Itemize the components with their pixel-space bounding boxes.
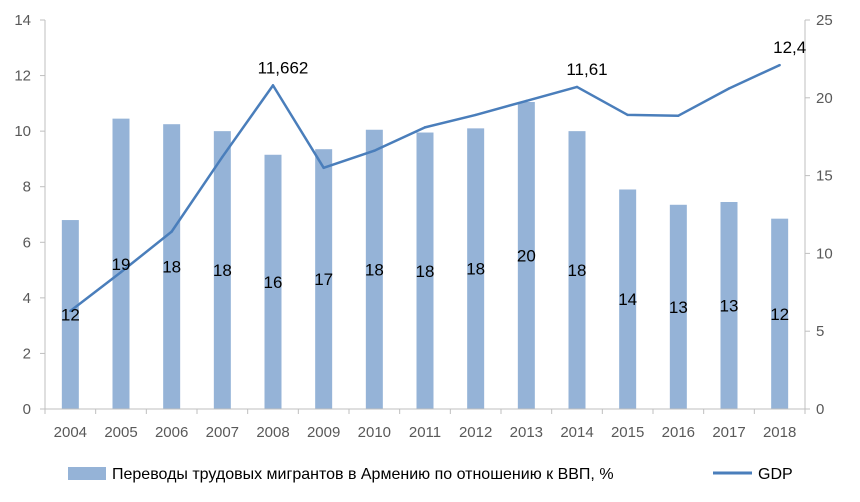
x-tick-label: 2004	[54, 424, 87, 441]
gdp-point	[727, 87, 731, 90]
bar	[112, 118, 130, 409]
data-labels-layer: 12 19 18 18 16 17 18 18 18 20 18 14 13 13 12 11,662 11,6…	[61, 38, 806, 324]
bar-data-label: 19	[112, 255, 131, 274]
x-tick-label: 2012	[459, 424, 492, 441]
legend: Переводы трудовых мигрантов в Армению по…	[68, 466, 793, 483]
bar-data-label: 17	[314, 270, 333, 289]
x-tick-label: 2014	[560, 424, 593, 441]
y-right-tick-label: 0	[816, 401, 824, 418]
y-left-tick-label: 2	[23, 345, 31, 362]
gdp-point	[575, 85, 579, 89]
y-left-tick-label: 8	[23, 179, 31, 196]
bar	[61, 220, 79, 409]
gdp-data-label: 11,662	[258, 58, 309, 77]
x-tick-label: 2018	[763, 424, 796, 441]
legend-bar-label: Переводы трудовых мигрантов в Армению по…	[112, 466, 614, 483]
bar-data-label: 20	[517, 246, 536, 265]
x-tick-label: 2016	[662, 424, 695, 441]
bar-data-label: 12	[61, 306, 80, 325]
x-tick-label: 2006	[155, 424, 188, 441]
y-right-tick-label: 15	[816, 168, 833, 185]
gdp-point	[525, 99, 528, 103]
bar-data-label: 13	[669, 298, 688, 317]
gdp-point	[474, 113, 477, 117]
bar	[720, 201, 738, 409]
bar-data-label: 16	[264, 273, 283, 292]
bar	[416, 132, 434, 409]
x-tick-label: 2013	[510, 424, 543, 441]
bar	[213, 131, 231, 409]
bar-data-label: 14	[618, 290, 637, 309]
bar-data-label: 12	[770, 305, 789, 324]
gdp-point	[119, 270, 123, 274]
bar-data-label: 18	[213, 261, 232, 280]
y-left-tick-label: 12	[14, 68, 31, 85]
bar	[315, 149, 333, 410]
bar	[568, 131, 586, 409]
gdp-point	[373, 149, 376, 152]
gdp-point	[677, 114, 680, 117]
gdp-point	[423, 126, 427, 129]
bar-data-label: 18	[365, 260, 384, 279]
legend-line-label: GDP	[758, 466, 793, 483]
y-right-tick-label: 5	[816, 323, 824, 340]
bars-layer	[61, 101, 789, 410]
y-right-tick-label: 25	[816, 12, 833, 29]
bar-data-label: 18	[162, 258, 181, 277]
legend-bar-swatch	[68, 467, 106, 480]
y-left-tick-label: 14	[14, 12, 31, 29]
gdp-data-label: 11,61	[566, 60, 607, 79]
bar-data-label: 18	[568, 261, 587, 280]
y-left-tick-label: 6	[23, 234, 31, 251]
bar	[771, 218, 789, 409]
y-left-tick-label: 0	[23, 401, 31, 418]
bar	[163, 124, 181, 410]
bar	[264, 154, 282, 409]
y-right-tick-label: 10	[816, 245, 833, 262]
gdp-point	[271, 84, 275, 87]
x-tick-label: 2010	[358, 424, 391, 441]
x-tick-label: 2007	[206, 424, 239, 441]
x-tick-label: 2011	[409, 424, 441, 441]
gdp-point	[221, 155, 224, 159]
x-tick-label: 2015	[611, 424, 644, 441]
gdp-point	[322, 166, 325, 170]
gdp-point	[778, 63, 781, 67]
y-left-tick-label: 10	[14, 123, 31, 140]
gdp-data-label: 12,4	[773, 38, 806, 57]
gdp-point	[69, 309, 72, 313]
x-tick-label: 2009	[307, 424, 340, 441]
bar	[467, 128, 485, 409]
x-tick-label: 2017	[712, 424, 745, 441]
axes-layer: 0 2 4 6 8 10 12 14 0 5 10 15 20 25 2004 2005 2006 2007 200…	[14, 12, 832, 441]
gdp-line-layer	[69, 63, 781, 313]
bar	[517, 101, 535, 409]
y-right-tick-label: 20	[816, 90, 833, 107]
x-tick-label: 2005	[104, 424, 137, 441]
bar	[619, 189, 637, 409]
gdp-point	[626, 113, 629, 117]
x-tick-label: 2008	[256, 424, 289, 441]
bar	[365, 129, 383, 409]
bar-data-label: 13	[720, 296, 739, 315]
y-left-tick-label: 4	[23, 290, 31, 307]
bar-data-label: 18	[466, 260, 485, 279]
gdp-point	[170, 230, 173, 233]
bar	[669, 204, 687, 409]
bar-data-label: 18	[416, 262, 435, 281]
